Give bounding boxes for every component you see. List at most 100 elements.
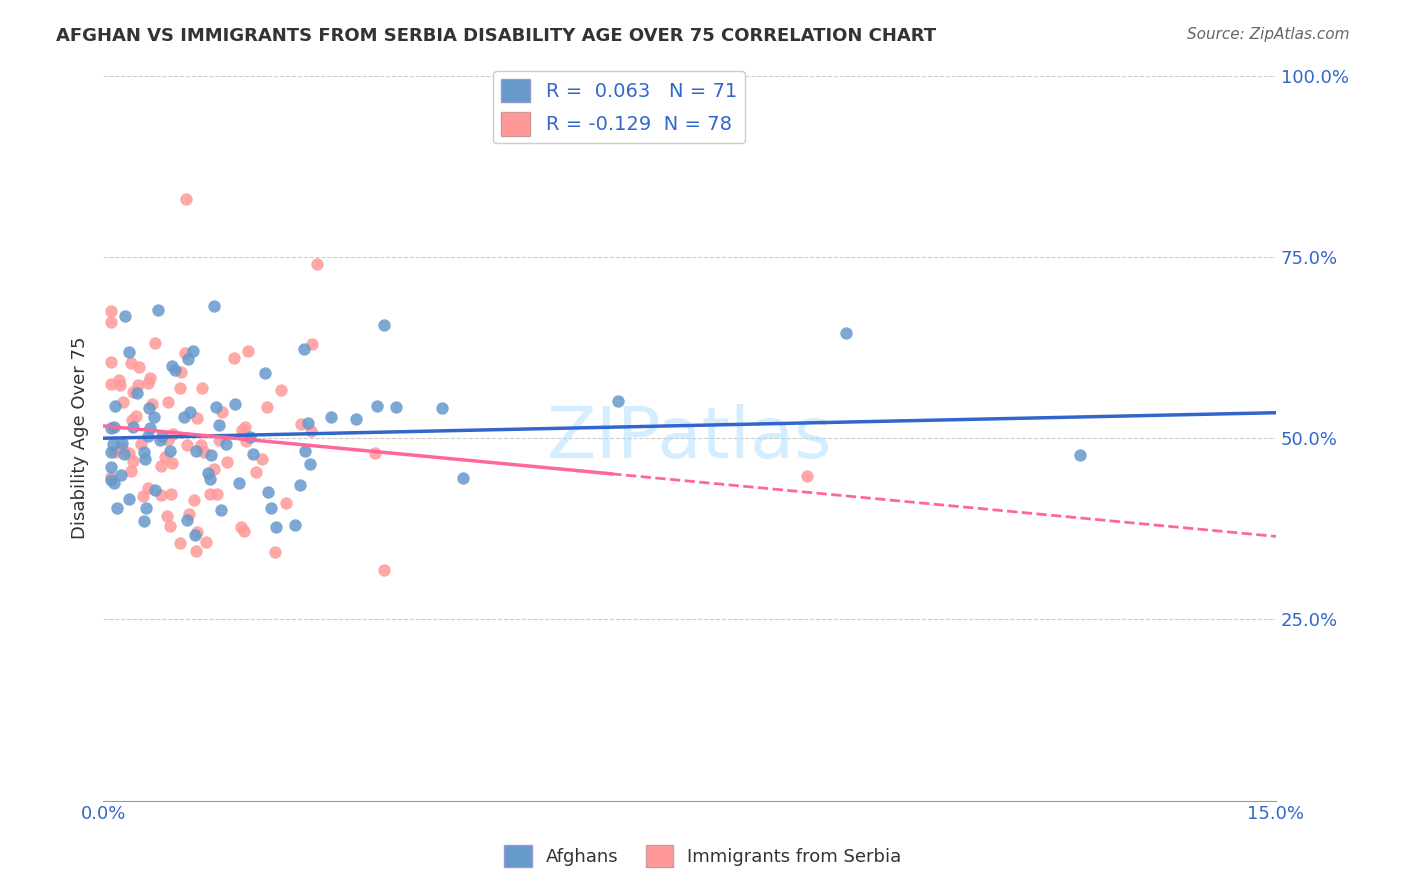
Point bbox=[104, 399, 127, 413]
Text: AFGHAN VS IMMIGRANTS FROM SERBIA DISABILITY AGE OVER 75 CORRELATION CHART: AFGHAN VS IMMIGRANTS FROM SERBIA DISABIL… bbox=[56, 27, 936, 45]
Point bbox=[143, 336, 166, 351]
Point bbox=[208, 433, 231, 447]
Point bbox=[112, 447, 135, 461]
Point bbox=[138, 401, 160, 415]
Point bbox=[186, 525, 208, 540]
Point bbox=[100, 470, 122, 484]
Point bbox=[136, 428, 159, 442]
Point bbox=[233, 419, 256, 434]
Point bbox=[160, 456, 183, 470]
Point bbox=[274, 496, 297, 510]
Point bbox=[260, 500, 283, 515]
Point bbox=[174, 345, 197, 359]
Point bbox=[100, 355, 122, 369]
Point bbox=[236, 343, 259, 358]
Point bbox=[124, 409, 146, 423]
Point bbox=[232, 428, 254, 442]
Point bbox=[385, 400, 408, 414]
Point bbox=[796, 469, 818, 483]
Y-axis label: Disability Age Over 75: Disability Age Over 75 bbox=[72, 337, 89, 540]
Point bbox=[169, 365, 191, 379]
Point bbox=[100, 473, 122, 487]
Point bbox=[242, 447, 264, 461]
Point bbox=[136, 481, 159, 495]
Point bbox=[132, 489, 155, 503]
Point bbox=[235, 434, 257, 449]
Point bbox=[153, 450, 176, 464]
Point bbox=[228, 475, 250, 490]
Point bbox=[263, 545, 285, 559]
Point bbox=[160, 359, 183, 373]
Point bbox=[159, 444, 181, 458]
Text: ZIPatlas: ZIPatlas bbox=[547, 403, 832, 473]
Point bbox=[146, 302, 169, 317]
Point bbox=[114, 310, 136, 324]
Point bbox=[159, 519, 181, 533]
Point bbox=[176, 192, 198, 206]
Point bbox=[198, 487, 221, 501]
Point bbox=[222, 351, 245, 365]
Point bbox=[194, 535, 217, 549]
Point bbox=[290, 417, 312, 431]
Point bbox=[284, 517, 307, 532]
Point bbox=[149, 458, 172, 473]
Point bbox=[100, 420, 122, 434]
Point bbox=[197, 466, 219, 480]
Point bbox=[134, 452, 156, 467]
Point bbox=[132, 444, 155, 458]
Point bbox=[129, 437, 152, 451]
Point bbox=[121, 454, 143, 468]
Point bbox=[179, 405, 201, 419]
Point bbox=[122, 385, 145, 400]
Point bbox=[150, 429, 173, 443]
Point bbox=[118, 345, 141, 359]
Legend: Afghans, Immigrants from Serbia: Afghans, Immigrants from Serbia bbox=[498, 838, 908, 874]
Point bbox=[184, 528, 207, 542]
Point bbox=[254, 366, 277, 380]
Point bbox=[162, 426, 184, 441]
Point bbox=[120, 356, 142, 370]
Point bbox=[198, 472, 221, 486]
Point bbox=[156, 395, 179, 409]
Point bbox=[229, 519, 252, 533]
Point bbox=[120, 464, 142, 478]
Point bbox=[111, 436, 134, 450]
Point bbox=[118, 491, 141, 506]
Point bbox=[122, 420, 145, 434]
Point bbox=[142, 410, 165, 425]
Point bbox=[250, 451, 273, 466]
Point bbox=[173, 410, 195, 425]
Point bbox=[200, 449, 222, 463]
Point bbox=[127, 377, 149, 392]
Point bbox=[108, 377, 131, 392]
Point bbox=[118, 446, 141, 460]
Point bbox=[169, 381, 191, 395]
Point bbox=[105, 500, 128, 515]
Legend: R =  0.063   N = 71, R = -0.129  N = 78: R = 0.063 N = 71, R = -0.129 N = 78 bbox=[494, 70, 745, 144]
Point bbox=[157, 434, 180, 448]
Point bbox=[305, 257, 328, 271]
Point bbox=[100, 460, 122, 475]
Point bbox=[239, 430, 262, 444]
Point bbox=[103, 476, 125, 491]
Point bbox=[264, 520, 287, 534]
Point bbox=[190, 437, 212, 451]
Point bbox=[184, 544, 207, 558]
Point bbox=[202, 299, 225, 313]
Point bbox=[215, 436, 238, 450]
Point bbox=[430, 401, 453, 415]
Point bbox=[100, 303, 122, 318]
Point bbox=[245, 465, 267, 479]
Point bbox=[110, 441, 132, 455]
Point bbox=[136, 376, 159, 390]
Point bbox=[301, 336, 323, 351]
Point bbox=[100, 315, 122, 329]
Point bbox=[193, 445, 215, 459]
Point bbox=[143, 483, 166, 497]
Point bbox=[121, 413, 143, 427]
Point bbox=[373, 318, 395, 333]
Point bbox=[134, 514, 156, 528]
Point bbox=[366, 400, 388, 414]
Point bbox=[103, 420, 125, 434]
Point bbox=[125, 386, 148, 401]
